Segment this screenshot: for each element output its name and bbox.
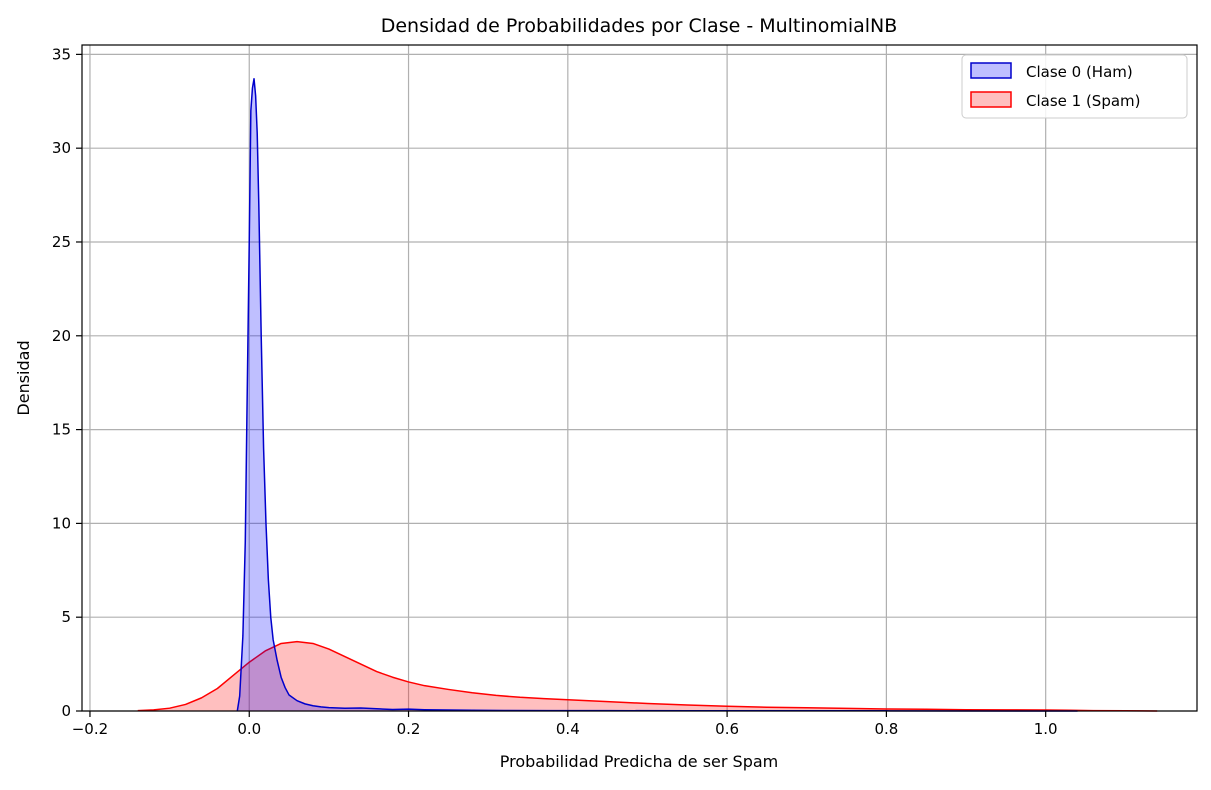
legend-swatch-ham [970,62,1012,79]
x-tick-label: 0.0 [237,720,261,738]
y-tick-label: 20 [52,327,71,345]
x-tick-label: 0.6 [715,720,739,738]
legend: Clase 0 (Ham) Clase 1 (Spam) [961,54,1188,119]
x-tick-label: 0.4 [556,720,580,738]
x-tick-label: 1.0 [1034,720,1058,738]
y-tick-label: 10 [52,514,71,532]
y-tick-label: 15 [52,421,71,439]
density-area-spam [137,641,1158,711]
y-tick-label: 0 [61,702,71,720]
x-axis-ticks: −0.2 0.0 0.2 0.4 0.6 0.8 1.0 [72,711,1058,738]
y-axis-ticks: 0 5 10 15 20 25 30 35 [52,45,82,720]
y-tick-label: 5 [61,608,71,626]
plot-frame [81,44,1198,712]
legend-swatch-spam [970,91,1012,108]
x-tick-label: −0.2 [72,720,108,738]
legend-label-spam: Clase 1 (Spam) [1026,92,1141,110]
x-axis-label: Probabilidad Predicha de ser Spam [500,752,779,771]
x-tick-label: 0.2 [397,720,421,738]
y-tick-label: 30 [52,139,71,157]
y-tick-label: 25 [52,233,71,251]
y-axis-label: Densidad [14,340,33,415]
legend-box [961,54,1188,119]
density-line-spam [137,640,1158,712]
y-tick-label: 35 [52,45,71,63]
x-tick-label: 0.8 [874,720,898,738]
chart-title: Densidad de Probabilidades por Clase - M… [381,15,898,37]
legend-label-ham: Clase 0 (Ham) [1026,63,1133,81]
